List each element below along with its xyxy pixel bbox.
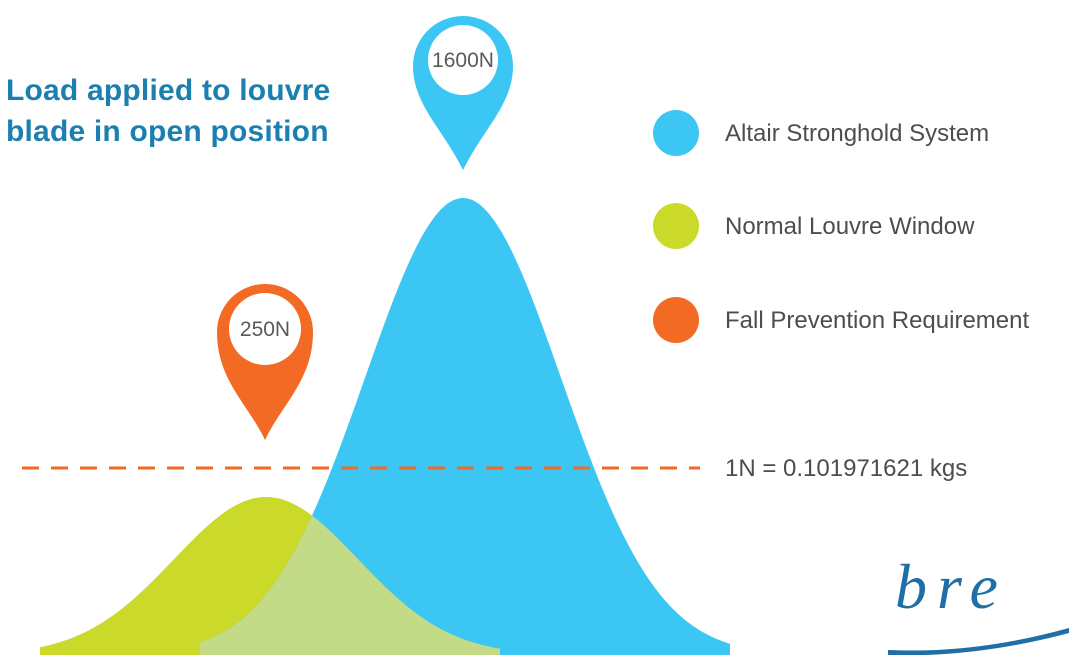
legend-swatch-fall-prevention [653,297,699,343]
legend-label-normal: Normal Louvre Window [725,213,975,240]
fall-prevention-label: 250N [240,318,290,341]
fall-pin-hole [229,293,301,365]
altair-peak-marker: 1600N [413,16,513,170]
altair-pin-hole [428,25,498,95]
curves-layer [40,198,730,655]
legend-swatch-altair [653,110,699,156]
legend-label-fall-prevention: Fall Prevention Requirement [725,307,1030,334]
legend-swatch-normal [653,203,699,249]
bre-logo: bre [888,551,1069,655]
bre-logo-swoosh [888,628,1069,655]
chart-title-line-1: Load applied to louvre [6,74,331,107]
curve-overlap-region [200,515,500,655]
legend-label-altair: Altair Stronghold System [725,120,990,147]
chart-title-line-2: blade in open position [6,115,329,148]
unit-conversion-note: 1N = 0.101971621 kgs [725,455,968,482]
fall-prevention-marker: 250N [217,284,313,440]
altair-peak-label: 1600N [432,49,494,72]
bre-logo-text: bre [895,551,1008,622]
